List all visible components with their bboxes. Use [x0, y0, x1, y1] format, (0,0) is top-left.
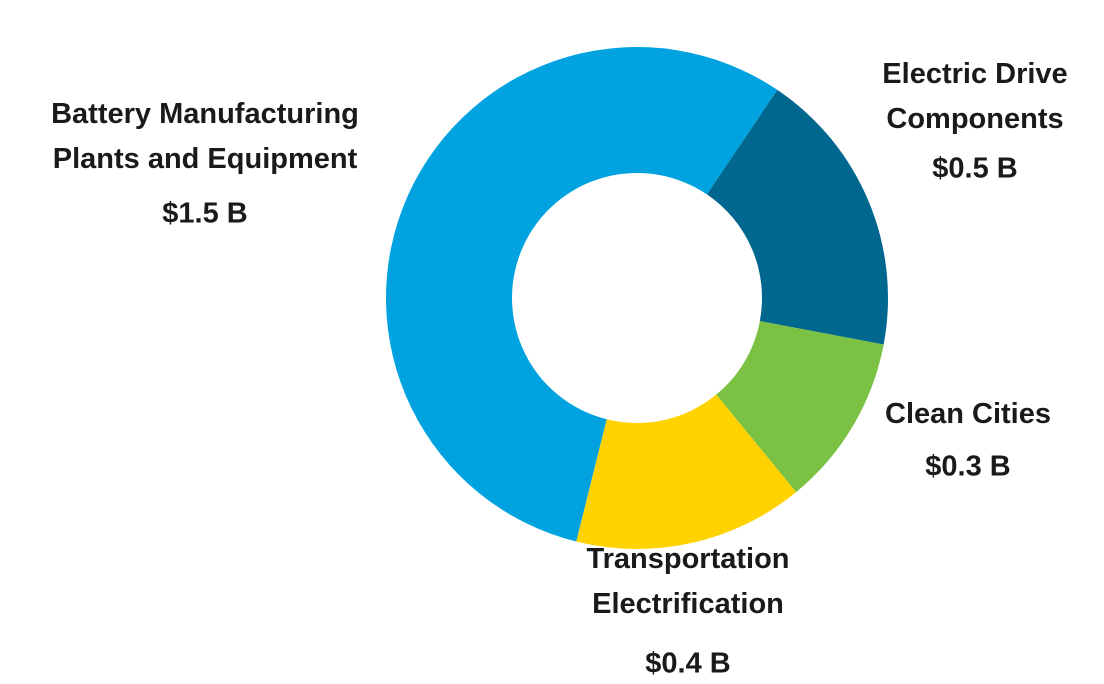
- slice-label-line: Electric Drive: [882, 58, 1067, 90]
- slice-label: Battery Manufacturing Plants and Equipmen…: [51, 98, 359, 175]
- slice-label-line: Battery Manufacturing: [51, 98, 359, 130]
- value-label: $0.5 B: [932, 153, 1017, 185]
- slice-label: Transportation Electrification: [586, 543, 789, 620]
- slice-label: Electric Drive Components: [882, 58, 1067, 135]
- value-label: $0.3 B: [925, 451, 1010, 483]
- value-label: $0.4 B: [645, 648, 730, 680]
- donut-slice: [386, 47, 778, 542]
- slice-label-line: Plants and Equipment: [53, 143, 358, 175]
- slice-label-line: Transportation: [586, 543, 789, 575]
- slice-label-line: Electrification: [592, 588, 784, 620]
- donut-slice: [706, 89, 888, 345]
- slice-label-line: Clean Cities: [885, 398, 1051, 430]
- donut-slice: [576, 394, 797, 549]
- slice-label-line: Components: [886, 103, 1063, 135]
- slice-label: Clean Cities: [885, 398, 1051, 430]
- value-label: $1.5 B: [162, 198, 247, 230]
- donut-slice: [716, 321, 884, 493]
